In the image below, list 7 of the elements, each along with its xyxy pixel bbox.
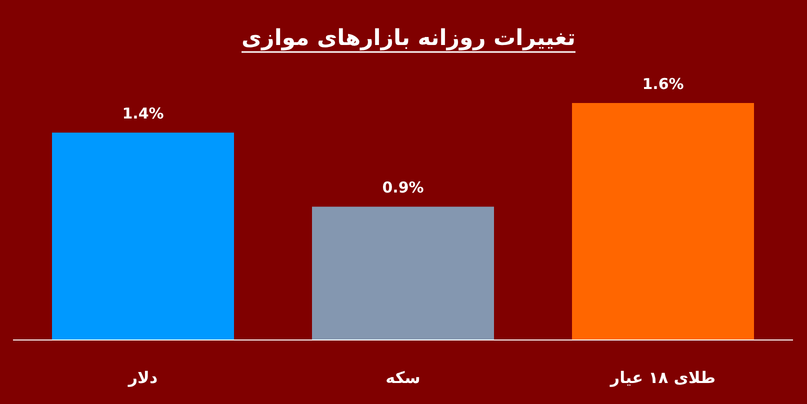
data-label: 1.4%: [122, 104, 164, 123]
x-tick-label: دلار: [127, 368, 158, 387]
chart-title: تغییرات روزانه بازارهای موازی: [242, 26, 576, 51]
x-tick-label: سکه: [386, 368, 420, 387]
x-tick-label: طلای ۱۸ عیار: [609, 368, 716, 387]
data-label: 1.6%: [642, 75, 684, 93]
data-label: 0.9%: [382, 178, 424, 197]
